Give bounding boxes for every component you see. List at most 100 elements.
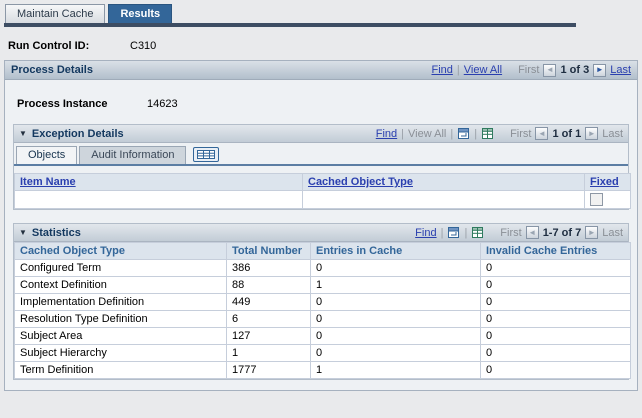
previous-page-button — [543, 63, 557, 77]
table-row: Term Definition 1777 1 0 — [14, 361, 631, 379]
download-grid-icon[interactable] — [471, 226, 484, 239]
fixed-checkbox[interactable] — [590, 193, 603, 206]
tab-audit-information[interactable]: Audit Information — [79, 146, 187, 164]
statistics-section: Statistics Find — [13, 223, 631, 380]
previous-page-button — [535, 127, 549, 140]
invalid-cache-entries-cell: 0 — [480, 327, 631, 345]
invalid-cache-entries-cell: 0 — [480, 344, 631, 362]
entries-in-cache-cell: 0 — [310, 259, 481, 277]
entries-in-cache-cell: 1 — [310, 361, 481, 379]
page-position: 1 of 1 — [552, 127, 582, 140]
run-control-label: Run Control ID: — [8, 40, 90, 52]
process-details-groupbox: Process Details Find View All First 1 of… — [4, 60, 638, 391]
statistics-title: Statistics — [31, 226, 81, 239]
cached-object-type-cell: Configured Term — [14, 259, 227, 277]
statistics-bar: Statistics Find — [14, 224, 628, 242]
process-details-body: Process Instance 14623 Exception Details… — [5, 80, 637, 390]
exception-objects-grid: Item Name Cached Object Type Fixed — [14, 173, 631, 209]
cached-object-type-cell: Subject Hierarchy — [14, 344, 227, 362]
exception-details-nav: Find View All — [376, 127, 623, 140]
cached-object-type-cell: Term Definition — [14, 361, 227, 379]
folder-tabs: Maintain Cache Results — [4, 4, 638, 23]
process-details-header: Process Details Find View All First 1 of… — [5, 61, 637, 80]
process-details-title: Process Details — [11, 64, 93, 76]
last-link-disabled: Last — [602, 127, 623, 140]
previous-page-button — [525, 226, 539, 239]
exception-details-title: Exception Details — [31, 127, 124, 140]
last-link[interactable]: Last — [610, 64, 631, 76]
page-position: 1 of 3 — [560, 64, 590, 76]
zoom-popup-icon[interactable] — [447, 226, 460, 239]
total-number-cell: 6 — [226, 310, 311, 328]
total-number-cell: 127 — [226, 327, 311, 345]
invalid-cache-entries-cell: 0 — [480, 259, 631, 277]
zoom-popup-icon[interactable] — [457, 127, 470, 140]
entries-in-cache-cell: 0 — [310, 344, 481, 362]
separator — [441, 227, 444, 239]
view-all-link[interactable]: View All — [463, 64, 503, 76]
cached-object-type-cell: Resolution Type Definition — [14, 310, 227, 328]
column-header-item-name[interactable]: Item Name — [20, 176, 76, 188]
run-control-row: Run Control ID: C310 — [8, 40, 638, 52]
separator — [450, 128, 453, 140]
exception-details-bar: Exception Details Find View All — [14, 125, 628, 143]
separator — [474, 128, 477, 140]
process-instance-row: Process Instance 14623 — [17, 98, 629, 110]
tab-results[interactable]: Results — [108, 4, 173, 23]
table-row: Subject Hierarchy 1 0 0 — [14, 344, 631, 362]
cached-object-type-cell: Subject Area — [14, 327, 227, 345]
invalid-cache-entries-cell: 0 — [480, 276, 631, 294]
column-header-fixed[interactable]: Fixed — [590, 176, 619, 188]
entries-in-cache-cell: 0 — [310, 293, 481, 311]
entries-in-cache-cell: 0 — [310, 327, 481, 345]
total-number-cell: 386 — [226, 259, 311, 277]
entries-in-cache-cell: 1 — [310, 276, 481, 294]
view-all-link-disabled: View All — [408, 127, 447, 140]
grid-header-row: Cached Object Type Total Number Entries … — [14, 242, 631, 260]
next-page-button — [585, 226, 599, 239]
statistics-nav: Find — [415, 226, 623, 239]
download-grid-icon[interactable] — [481, 127, 494, 140]
collapse-triangle-icon[interactable] — [19, 129, 27, 138]
first-link-disabled: First — [500, 226, 522, 239]
column-header-entries-in-cache: Entries in Cache — [310, 242, 481, 260]
table-row: Resolution Type Definition 6 0 0 — [14, 310, 631, 328]
table-row: Configured Term 386 0 0 — [14, 259, 631, 277]
tab-divider — [4, 23, 576, 27]
tab-maintain-cache[interactable]: Maintain Cache — [5, 4, 106, 23]
table-row: Context Definition 88 1 0 — [14, 276, 631, 294]
process-details-nav: Find View All First 1 of 3 Last — [431, 63, 631, 77]
cached-object-type-cell: Context Definition — [14, 276, 227, 294]
process-instance-label: Process Instance — [17, 98, 108, 110]
next-page-button — [585, 127, 599, 140]
collapse-triangle-icon[interactable] — [19, 228, 27, 237]
total-number-cell: 88 — [226, 276, 311, 294]
cached-object-type-cell — [302, 190, 585, 209]
page: Maintain Cache Results Run Control ID: C… — [0, 0, 642, 395]
process-instance-value: 14623 — [147, 98, 178, 110]
total-number-cell: 1777 — [226, 361, 311, 379]
separator — [401, 128, 404, 140]
show-all-columns-button[interactable] — [193, 147, 220, 162]
total-number-cell: 449 — [226, 293, 311, 311]
separator — [457, 64, 460, 76]
column-header-cached-object-type: Cached Object Type — [14, 242, 227, 260]
find-link[interactable]: Find — [375, 127, 398, 140]
invalid-cache-entries-cell: 0 — [480, 361, 631, 379]
find-link[interactable]: Find — [431, 64, 453, 76]
invalid-cache-entries-cell: 0 — [480, 310, 631, 328]
item-name-cell — [14, 190, 303, 209]
exception-grid-tabs: Objects Audit Information — [14, 143, 628, 166]
run-control-value: C310 — [130, 40, 157, 52]
find-link[interactable]: Find — [415, 226, 437, 239]
table-row — [14, 190, 631, 209]
next-page-button[interactable] — [593, 63, 607, 77]
column-header-invalid-cache-entries: Invalid Cache Entries — [480, 242, 631, 260]
column-header-cached-object-type[interactable]: Cached Object Type — [308, 176, 413, 188]
table-row: Subject Area 127 0 0 — [14, 327, 631, 345]
page-position: 1-7 of 7 — [542, 226, 582, 239]
tab-objects[interactable]: Objects — [16, 146, 78, 164]
invalid-cache-entries-cell: 0 — [480, 293, 631, 311]
separator — [464, 227, 467, 239]
exception-details-section: Exception Details Find View All — [13, 124, 631, 210]
